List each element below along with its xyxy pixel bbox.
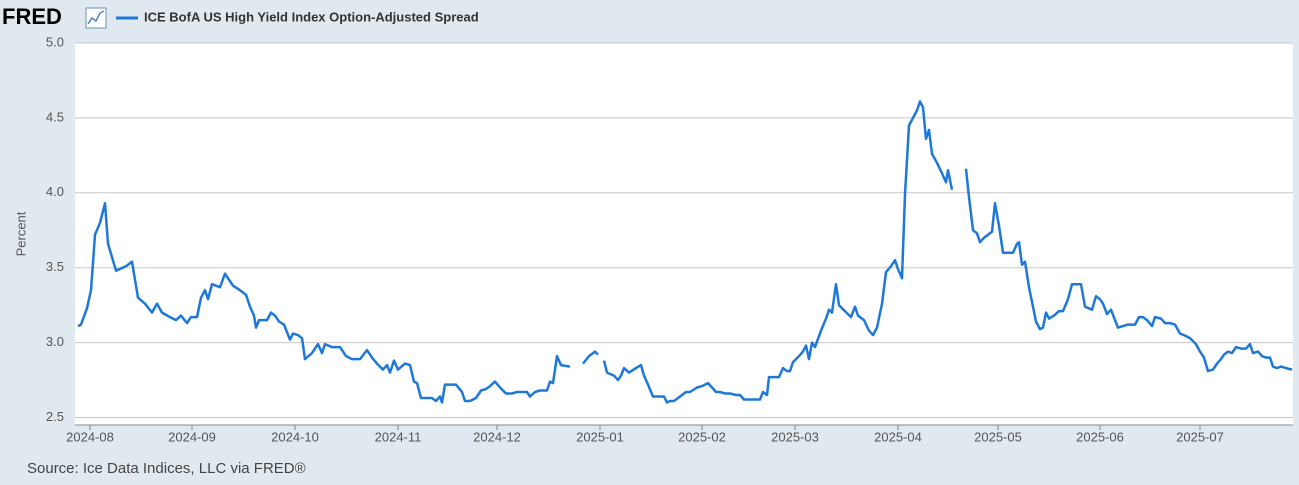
logo-icon (85, 7, 107, 29)
y-tick-label: 5.0 (46, 34, 64, 49)
x-tick-label: 2024-08 (66, 429, 114, 444)
plot-area (75, 43, 1293, 425)
y-tick-label: 3.0 (46, 334, 64, 349)
y-axis-label: Percent (13, 211, 28, 256)
source-note: Source: Ice Data Indices, LLC via FRED® (27, 460, 306, 477)
y-tick-label: 3.5 (46, 259, 64, 274)
x-tick-label: 2025-04 (874, 429, 922, 444)
x-tick-label: 2024-12 (473, 429, 521, 444)
x-tick-label: 2025-03 (771, 429, 819, 444)
x-tick-label: 2024-10 (271, 429, 319, 444)
x-tick-label: 2024-09 (168, 429, 216, 444)
data-line (77, 100, 1293, 404)
x-tick-label: 2025-02 (678, 429, 726, 444)
y-tick-label: 4.0 (46, 184, 64, 199)
logo: FRED (2, 4, 62, 29)
x-tick-label: 2025-01 (576, 429, 624, 444)
legend-label: ICE BofA US High Yield Index Option-Adju… (144, 9, 479, 24)
x-tick-label: 2025-05 (974, 429, 1022, 444)
y-tick-label: 4.5 (46, 109, 64, 124)
x-tick-label: 2024-11 (375, 429, 422, 444)
x-tick-label: 2025-07 (1176, 429, 1224, 444)
y-tick-label: 2.5 (46, 409, 64, 424)
x-tick-label: 2025-06 (1076, 429, 1124, 444)
